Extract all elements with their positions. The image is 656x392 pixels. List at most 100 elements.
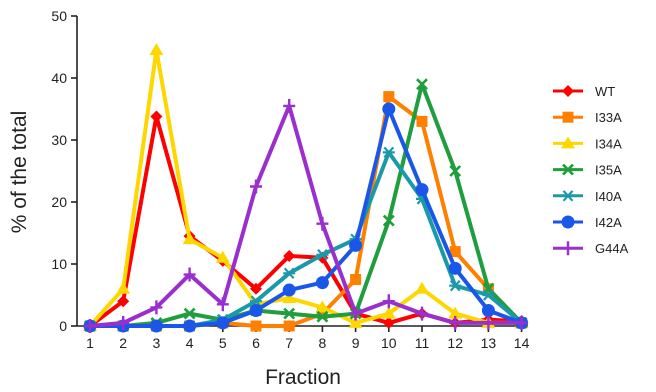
x-tick-label-13: 14: [514, 335, 530, 351]
point-I35A-7: [283, 307, 296, 320]
point-WT-2: [117, 295, 130, 308]
point-G44A-6: [250, 179, 262, 194]
x-tick-label-4: 5: [219, 335, 227, 351]
series-layer: [83, 43, 529, 333]
point-I33A-7: [283, 320, 295, 332]
point-WT-7: [283, 249, 296, 262]
legend-label-G44A: G44A: [595, 241, 629, 256]
point-I42A-11: [415, 183, 429, 197]
point-G44A-7: [283, 98, 296, 113]
series-I33A: [84, 91, 528, 332]
point-I40A-7: [283, 267, 296, 280]
legend-marker-G44A: [562, 241, 574, 256]
legend-marker-I40A: [562, 190, 574, 202]
point-I33A-11: [416, 115, 428, 127]
point-I42A-12: [448, 261, 462, 275]
point-I33A-10: [383, 91, 395, 103]
legend-item-WT: WT: [553, 84, 615, 99]
point-I40A-13: [482, 289, 495, 301]
legend-marker-I42A: [561, 215, 575, 229]
legend-marker-I33A: [562, 111, 574, 123]
x-tick-label-7: 8: [319, 335, 327, 351]
point-I42A-9: [349, 238, 363, 252]
legend-marker-I35A: [562, 163, 574, 176]
point-G44A-12: [449, 315, 462, 330]
point-I40A-10: [382, 146, 395, 159]
point-I42A-10: [382, 102, 396, 116]
x-tick-label-6: 7: [285, 335, 293, 351]
x-tick-label-3: 4: [186, 335, 194, 351]
point-G44A-5: [216, 297, 229, 312]
point-I42A-7: [282, 283, 296, 297]
x-tick-label-9: 10: [381, 335, 397, 351]
legend-label-I40A: I40A: [595, 189, 622, 204]
x-tick-label-1: 2: [119, 335, 127, 351]
y-tick-label-0: 0: [59, 318, 67, 334]
point-I35A-4: [183, 307, 196, 320]
point-I34A-7: [282, 291, 297, 304]
y-ticks: 0 10 20 30 40 50: [51, 8, 77, 334]
x-tick-label-10: 11: [415, 335, 430, 351]
x-tick-label-5: 6: [252, 335, 260, 351]
x-axis-title: Fraction: [265, 366, 341, 389]
x-tick-label-11: 12: [447, 335, 463, 351]
series-WT: [84, 110, 528, 332]
y-axis-title: % of the total: [8, 111, 31, 234]
series-line-I42A: [88, 107, 524, 328]
x-tick-label-2: 3: [153, 335, 161, 351]
point-I34A-2: [116, 281, 131, 294]
point-I40A-8: [316, 248, 329, 261]
series-G44A: [84, 98, 528, 333]
point-I42A-4: [183, 319, 197, 333]
y-tick-label-3: 30: [51, 132, 67, 148]
point-I35A-10: [382, 214, 395, 227]
legend: WT I33A I34A I35A I40A I42A G44A: [553, 84, 629, 256]
point-I34A-10: [381, 306, 396, 319]
point-I34A-11: [415, 281, 429, 294]
point-I35A-8: [316, 310, 329, 323]
series-line-G44A: [88, 103, 524, 328]
point-I34A-3: [149, 43, 164, 56]
point-I34A-9: [348, 315, 363, 328]
y-tick-label-5: 50: [51, 8, 67, 24]
legend-marker-WT: [562, 85, 574, 97]
point-I40A-12: [449, 279, 462, 292]
point-I35A-11: [416, 78, 428, 91]
point-I34A-4: [182, 232, 197, 245]
point-I42A-13: [481, 304, 495, 317]
legend-item-G44A: G44A: [553, 241, 629, 256]
legend-item-I33A: I33A: [553, 110, 622, 125]
point-I35A-12: [449, 165, 462, 177]
point-I42A-6: [249, 304, 263, 317]
point-G44A-2: [117, 315, 130, 330]
point-I34A-12: [448, 306, 463, 319]
point-I33A-9: [350, 274, 362, 285]
series-line-I35A: [88, 82, 524, 328]
point-G44A-11: [416, 306, 428, 321]
point-G44A-9: [349, 306, 362, 321]
legend-label-I35A: I35A: [595, 163, 622, 178]
legend-label-I34A: I34A: [595, 136, 622, 151]
y-tick-label-4: 40: [51, 70, 67, 86]
point-G44A-13: [482, 315, 495, 330]
series-I42A: [83, 102, 529, 333]
point-G44A-14: [515, 315, 528, 330]
point-G44A-8: [316, 216, 329, 231]
point-I42A-5: [216, 316, 230, 330]
x-tick-label-8: 9: [352, 335, 360, 351]
x-tick-label-12: 13: [481, 335, 497, 351]
legend-label-I33A: I33A: [595, 110, 622, 125]
point-WT-3: [150, 110, 163, 123]
legend-marker-I34A: [561, 136, 575, 149]
point-G44A-10: [382, 294, 395, 309]
legend-item-I35A: I35A: [553, 163, 622, 178]
legend-label-WT: WT: [595, 84, 615, 99]
legend-item-I42A: I42A: [553, 215, 622, 230]
point-I33A-12: [449, 246, 461, 258]
y-tick-label-1: 10: [51, 256, 67, 272]
series-line-WT: [88, 114, 524, 328]
point-I33A-8: [316, 308, 328, 320]
legend-item-I34A: I34A: [553, 136, 622, 151]
